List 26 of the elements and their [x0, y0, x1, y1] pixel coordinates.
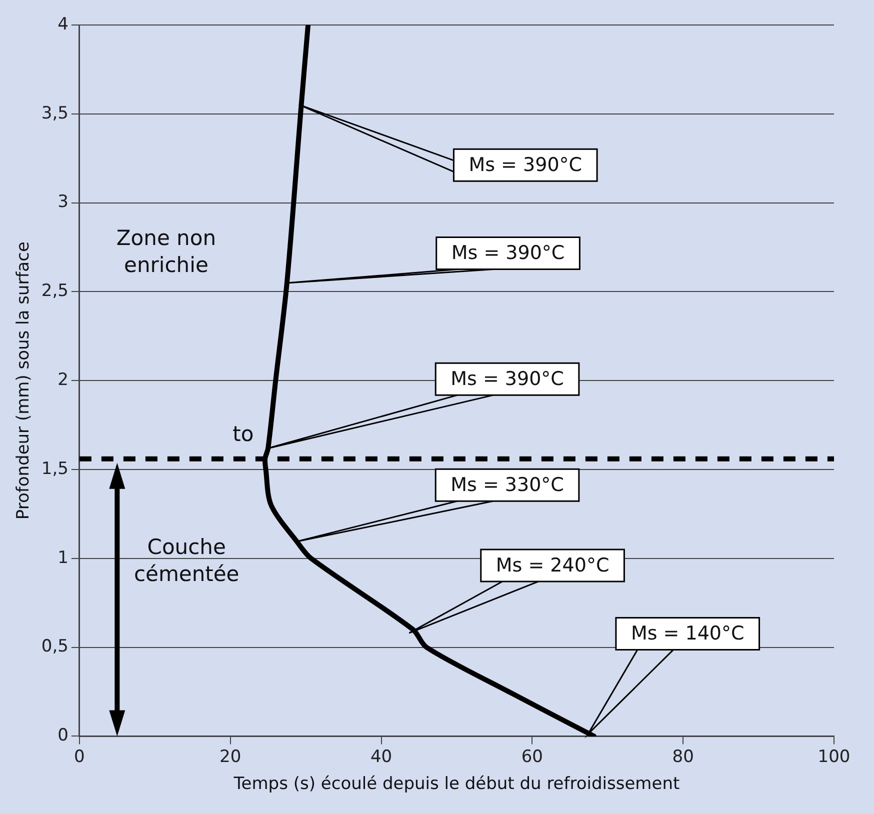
y-tick-label: 3,5	[41, 103, 68, 124]
x-tick-label: 80	[672, 746, 694, 767]
annotation: Ms = 240°C	[496, 554, 610, 576]
y-tick-label: 2,5	[41, 281, 68, 302]
y-tick-label: 2	[58, 370, 68, 390]
y-tick-label: 4	[58, 14, 68, 34]
y-axis-title: Profondeur (mm) sous la surface	[14, 242, 34, 520]
x-tick-label: 20	[220, 746, 242, 767]
annotation: Ms = 330°C	[450, 474, 564, 496]
y-tick-label: 0	[58, 726, 68, 746]
x-tick-label: 60	[521, 746, 543, 767]
y-tick-label: 1,5	[41, 458, 68, 479]
x-tick-label: 0	[74, 746, 85, 767]
annotation: to	[232, 422, 254, 446]
x-tick-label: 100	[818, 746, 850, 767]
y-tick-label: 0,5	[41, 636, 68, 657]
annotation: Ms = 140°C	[630, 622, 744, 645]
y-tick-label: 3	[58, 192, 68, 212]
annotation: Ms = 390°C	[468, 154, 582, 176]
x-tick-label: 40	[370, 746, 392, 767]
annotation: Couche cémentée	[134, 534, 240, 586]
annotation: Zone non enrichie	[116, 226, 216, 278]
annotation: Ms = 390°C	[450, 368, 564, 390]
annotation: Ms = 390°C	[451, 242, 565, 264]
y-tick-label: 1	[58, 548, 68, 568]
x-axis-title: Temps (s) écoulé depuis le début du refroidissement	[232, 774, 680, 794]
